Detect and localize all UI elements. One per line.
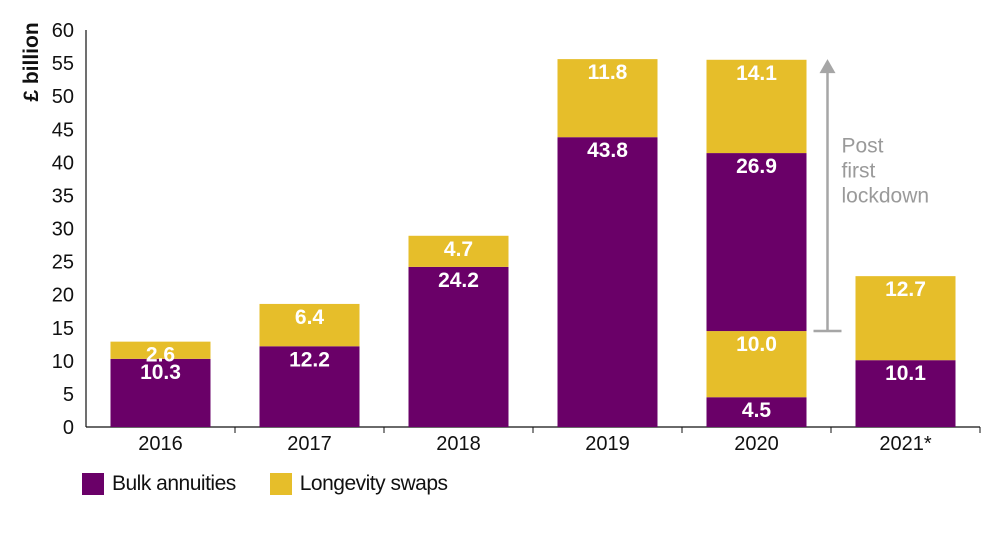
bar-segment-longevity-swaps [706,331,807,398]
data-label: 2.6 [146,344,175,367]
bar-segment-bulk-annuities [706,153,807,332]
data-label: 4.5 [742,399,772,422]
data-label: 24.2 [438,269,479,292]
bar-segment-longevity-swaps [855,276,956,361]
bar-segment-bulk-annuities [259,346,360,427]
data-label: 10.3 [140,361,181,384]
y-tick-label: 15 [52,318,74,340]
y-tick-label: 30 [52,219,74,241]
x-tick-label: 2017 [287,433,332,455]
data-label: 11.8 [588,61,628,84]
legend-item-longevity-swaps: Longevity swaps [269,472,448,496]
x-tick-label: 2018 [436,433,481,455]
bars: 10.32.6 12.2 6.4 24.2 4.7 43.8 11.8 4.5 10.0 26.9… [110,59,956,427]
axes: 0 5 10 15 20 25 30 35 40 45 50 55 60 2016 2017 2018 2019… [52,20,981,455]
x-tick-label: 2016 [138,433,183,455]
legend: Bulk annuities Longevity swaps [82,472,482,496]
bar-segment-bulk-annuities [557,137,658,427]
y-tick-label: 40 [52,152,74,174]
data-label: 14.1 [736,62,777,85]
y-tick-label: 10 [52,351,74,373]
data-label: 12.2 [289,348,330,371]
bar-segment-longevity-swaps [259,303,360,347]
legend-swatch-longevity-swaps [269,473,292,495]
annotation-text: Post [842,134,884,157]
y-tick-label: 20 [52,285,74,307]
data-label: 4.7 [444,238,473,261]
bar-segment-longevity-swaps [408,235,509,267]
bar-segment-longevity-swaps [706,59,807,154]
data-label: 12.7 [885,278,926,301]
x-tick-label: 2020 [734,433,779,455]
y-tick-label: 55 [52,53,74,75]
bar-segment-bulk-annuities [706,397,807,427]
bar-segment-longevity-swaps [557,59,658,138]
y-tick-label: 50 [52,86,74,108]
annotation-text: first [842,159,876,182]
data-label: 10.0 [736,333,777,356]
data-label: 6.4 [295,306,325,329]
bar-segment-longevity-swaps [110,341,211,359]
x-tick-label: 2021* [879,433,931,455]
data-label: 10.1 [885,362,926,385]
bar-segment-bulk-annuities [408,266,509,427]
legend-swatch-bulk-annuities [82,473,104,495]
data-label: 43.8 [587,139,628,162]
annotation-arrowhead [819,59,836,74]
annotation-text: lockdown [842,184,930,207]
legend-label: Longevity swaps [299,472,448,495]
x-tick-label: 2019 [585,433,630,455]
y-tick-label: 60 [52,20,74,42]
data-label: 26.9 [736,155,777,178]
y-axis-label: £ billion [20,22,43,101]
y-tick-label: 35 [52,185,74,207]
y-tick-label: 5 [63,384,74,406]
legend-item-bulk-annuities: Bulk annuities [82,472,236,496]
legend-label: Bulk annuities [112,472,236,495]
y-tick-label: 45 [52,119,74,141]
y-tick-label: 0 [63,417,74,439]
y-tick-label: 25 [52,252,74,274]
bar-segment-bulk-annuities [855,360,956,427]
bar-segment-bulk-annuities [110,358,211,427]
